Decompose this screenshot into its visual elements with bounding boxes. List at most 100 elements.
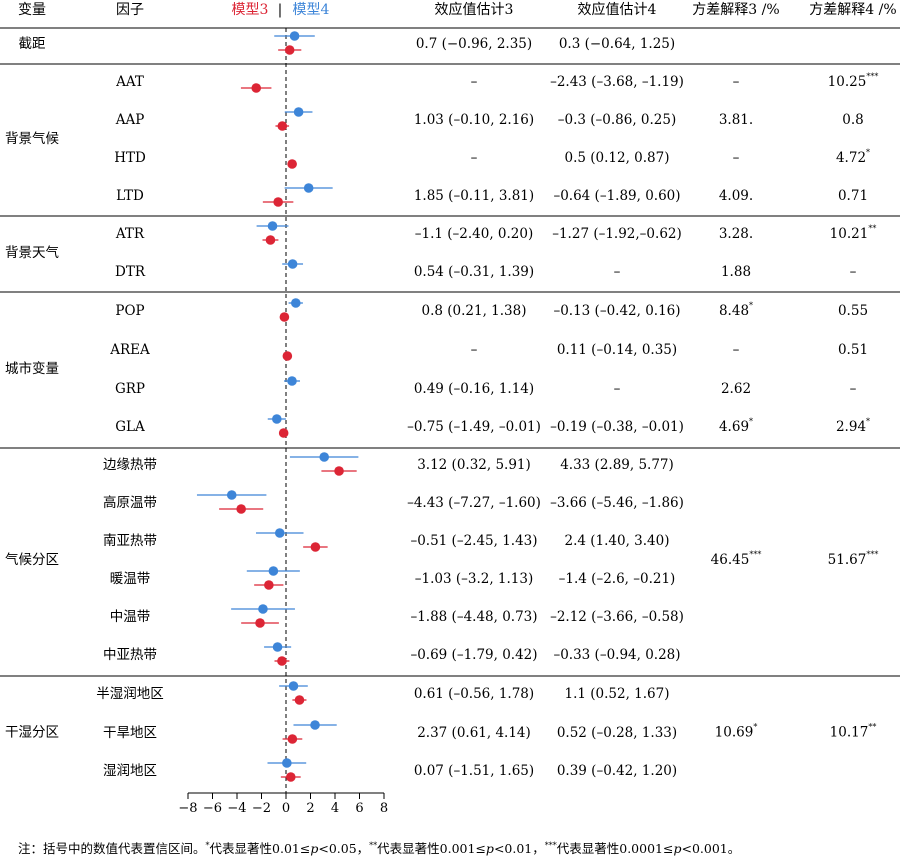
estimate3-value: –0.75 (–1.49, –0.01) (407, 419, 541, 435)
estimate3-value: 3.12 (0.32, 5.91) (417, 457, 531, 473)
estimate4-value: 0.52 (–0.28, 1.33) (557, 725, 677, 741)
factor-label: DTR (115, 264, 146, 280)
factor-label: POP (115, 303, 144, 319)
model4-point (291, 298, 301, 308)
header-legend-separator: | (278, 2, 283, 18)
footnote-sig2-text: 代表显著性0.001≤ (377, 841, 486, 856)
variance3-value: – (733, 74, 740, 90)
estimate3-value: – (471, 74, 478, 90)
variance3-value: 8.48* (719, 301, 753, 320)
estimate3-value: –1.03 (–3.2, 1.13) (415, 571, 534, 587)
estimate3-value: 0.8 (0.21, 1.38) (422, 303, 527, 319)
factor-label: 湿润地区 (103, 763, 157, 779)
model4-point (272, 414, 282, 424)
factor-label: 中亚热带 (103, 647, 157, 663)
model4-point (258, 604, 268, 614)
factor-label: 干旱地区 (103, 725, 157, 741)
footnote: 注：括号中的数值代表置信区间。*代表显著性0.01≤p<0.05，**代表显著性… (18, 838, 740, 857)
estimate3-value: –1.1 (–2.40, 0.20) (415, 226, 534, 242)
header-row: 变量 因子 模型3 | 模型4 效应值估计3 效应值估计4 方差解释3 /% 方… (18, 1, 897, 18)
variance4-value: 0.51 (838, 342, 868, 358)
significance-mark: *** (866, 72, 878, 81)
factor-label: 暖温带 (110, 571, 151, 587)
factor-label: AAP (115, 112, 145, 128)
model3-point (334, 466, 344, 476)
estimate4-value: – (614, 264, 621, 280)
factor-label: AAT (115, 74, 144, 90)
model4-point (272, 642, 283, 652)
model4-point (282, 758, 292, 768)
factor-label: ATR (115, 226, 145, 242)
footnote-p3: p (673, 841, 682, 856)
estimate3-value: – (471, 342, 478, 358)
estimate3-value: 2.37 (0.61, 4.14) (417, 725, 531, 741)
footnote-sig1-text: 代表显著性0.01≤ (209, 841, 311, 856)
header-estimate4: 效应值估计4 (578, 1, 657, 18)
factor-label: 半湿润地区 (96, 686, 164, 702)
x-tick-label: 6 (355, 801, 363, 816)
model3-point (282, 351, 293, 361)
estimate3-value: –0.51 (–2.45, 1.43) (410, 533, 537, 549)
factor-label: 南亚热带 (103, 533, 157, 549)
model3-point (287, 734, 298, 744)
x-tick-label: −4 (227, 801, 246, 816)
header-variance3: 方差解释3 /% (692, 2, 779, 18)
estimate4-value: 1.1 (0.52, 1.67) (565, 686, 670, 702)
group-label: 干湿分区 (5, 725, 59, 741)
variance3-value: 1.88 (721, 264, 751, 280)
variance4-value: 10.17** (830, 722, 877, 741)
model4-point (274, 528, 285, 538)
header-variance4: 方差解释4 /% (809, 2, 896, 18)
estimate3-value: 0.07 (–1.51, 1.65) (414, 763, 534, 779)
variance4-value: 10.25*** (828, 72, 879, 91)
x-tick-label: 8 (380, 801, 388, 816)
estimate3-value: 0.7 (−0.96, 2.35) (416, 36, 532, 52)
header-estimate3: 效应值估计3 (435, 1, 514, 18)
estimate3-value: 0.49 (–0.16, 1.14) (414, 381, 534, 397)
variance3-value: 46.45*** (711, 550, 762, 569)
x-tick-label: −8 (178, 801, 197, 816)
estimate4-value: 0.3 (−0.64, 1.25) (559, 36, 675, 52)
variance4-value: 4.72* (836, 148, 870, 167)
model3-point (285, 772, 296, 782)
model3-point (236, 504, 246, 514)
model4-point (288, 681, 299, 691)
header-factor: 因子 (116, 2, 144, 18)
footnote-sig2-mark: ** (369, 840, 378, 850)
model4-point (310, 720, 320, 730)
model4-point (289, 31, 300, 41)
variance3-value: 10.69* (715, 722, 758, 741)
variance4-value: 0.8 (842, 112, 863, 128)
estimate3-value: 0.61 (–0.56, 1.78) (414, 686, 534, 702)
model4-point (287, 376, 297, 386)
estimate4-value: –2.43 (–3.68, –1.19) (550, 74, 684, 90)
x-tick-label: 0 (282, 801, 290, 816)
group-label: 气候分区 (5, 552, 59, 568)
group-label: 背景天气 (5, 245, 59, 261)
estimate4-value: 0.11 (–0.14, 0.35) (557, 342, 677, 358)
estimate4-value: 0.5 (0.12, 0.87) (565, 150, 670, 166)
factor-label: 边缘热带 (103, 457, 157, 473)
model4-point (268, 566, 279, 576)
variance3-value: – (733, 342, 740, 358)
model3-point (277, 656, 287, 666)
x-tick-label: 2 (306, 801, 314, 816)
table-body: 截距 0.7 (−0.96, 2.35) 0.3 (−0.64, 1.25) 背景气候… (5, 36, 878, 779)
estimate4-value: –0.33 (–0.94, 0.28) (553, 647, 680, 663)
footnote-sig2-end: <0.01， (493, 841, 545, 856)
estimate4-value: –1.27 (–1.92,–0.62) (552, 226, 682, 242)
header-variable: 变量 (18, 2, 46, 18)
x-tick-label: 4 (331, 801, 339, 816)
model3-point (264, 580, 274, 590)
variance3-value: 3.81. (719, 112, 753, 128)
model3-point (287, 159, 297, 169)
model3-point (310, 542, 321, 552)
variance3-value: 4.09. (719, 188, 753, 204)
table-rules (0, 27, 900, 677)
significance-mark: * (866, 148, 870, 157)
model4-point (319, 452, 330, 462)
factor-label: GLA (115, 419, 145, 435)
factor-label: 高原温带 (103, 494, 157, 511)
significance-mark: * (753, 722, 757, 731)
